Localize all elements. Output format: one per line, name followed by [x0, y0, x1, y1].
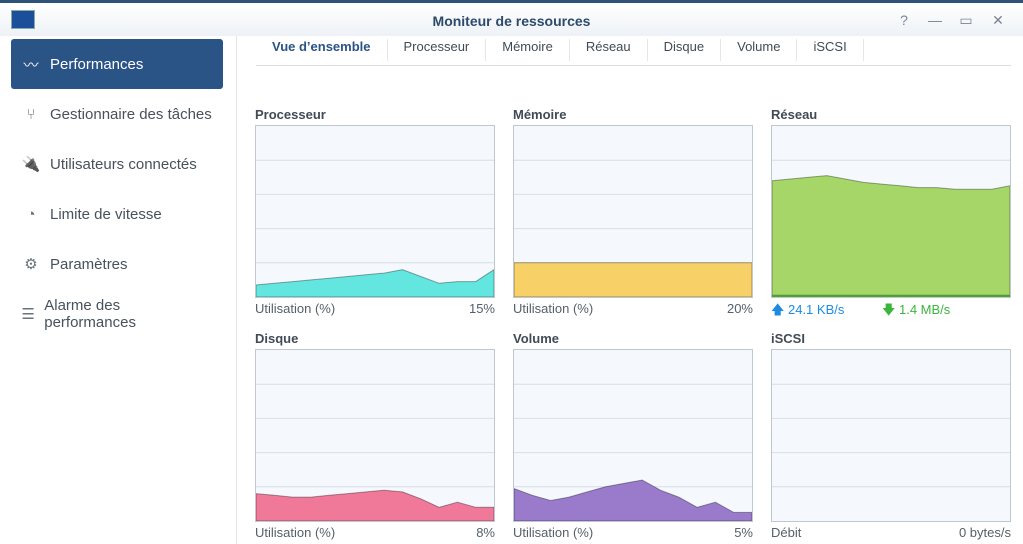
arrow-up-icon: 🡅 [771, 302, 788, 317]
disk-label: Utilisation (%) [255, 525, 336, 540]
memory-value: 20% [726, 301, 753, 316]
tab-bar: Vue d’ensemble Processeur Mémoire Réseau… [256, 36, 1011, 66]
network-chart [771, 125, 1011, 298]
network-panel[interactable]: Réseau 🡅 24.1 KB/s 🡇 1.4 MB/s [771, 107, 1011, 323]
iscsi-chart [771, 349, 1011, 522]
task-manager-icon: ⑂ [26, 105, 36, 123]
cpu-label: Utilisation (%) [255, 301, 336, 316]
sidebar-item-label: Gestionnaire des tâches [50, 105, 212, 123]
tab-network[interactable]: Réseau [570, 39, 648, 61]
tab-disk[interactable]: Disque [648, 39, 722, 61]
sidebar-item-settings[interactable]: ⚙ Paramètres [11, 239, 223, 289]
iscsi-value: 0 bytes/s [958, 525, 1011, 540]
mem-chart-svg [514, 159, 752, 297]
disk-series-utilisation [256, 489, 494, 521]
title-bar: Moniteur de ressources ? — ▭ ✕ [0, 0, 1023, 36]
sidebar-item-performance-alarm[interactable]: ☰ Alarme des performances [11, 289, 171, 339]
download-rate: 🡇 1.4 MB/s [882, 301, 950, 323]
memory-label: Utilisation (%) [513, 301, 594, 316]
mem-series-utilisation [514, 262, 752, 297]
sidebar-item-connected-users[interactable]: 🔌 Utilisateurs connectés [11, 139, 223, 189]
memory-chart [513, 125, 753, 298]
upload-rate: 🡅 24.1 KB/s [771, 301, 882, 323]
disk-value: 8% [476, 525, 495, 540]
sidebar-item-label: Alarme des performances [44, 297, 136, 331]
list-icon: ☰ [21, 306, 35, 323]
cpu-chart-svg [256, 159, 494, 297]
volume-value: 5% [734, 525, 753, 540]
sidebar-item-task-manager[interactable]: ⑂ Gestionnaire des tâches [11, 89, 223, 139]
panel-title: Réseau [771, 107, 818, 122]
performance-icon: 〰 [23, 56, 39, 74]
app-icon [11, 10, 35, 29]
sidebar-item-label: Limite de vitesse [50, 205, 162, 223]
cpu-panel[interactable]: Processeur Utilisation (%) 15% [255, 107, 495, 316]
maximize-button[interactable]: ▭ [959, 12, 973, 28]
minimize-button[interactable]: — [928, 12, 942, 28]
panel-title: Volume [513, 331, 559, 346]
net-chart-svg [772, 159, 1010, 297]
sidebar-item-label: Performances [50, 55, 144, 73]
iscsi-label: Débit [771, 525, 802, 540]
close-button[interactable]: ✕ [992, 12, 1004, 28]
tab-overview[interactable]: Vue d’ensemble [256, 39, 388, 61]
vol-chart-svg [514, 383, 752, 521]
panel-title: Disque [255, 331, 299, 346]
net-series-download [772, 175, 1010, 297]
disk-panel[interactable]: Disque Utilisation (%) 8% [255, 331, 495, 540]
net-series-upload [772, 294, 1010, 297]
volume-label: Utilisation (%) [513, 525, 594, 540]
gear-icon: ⚙ [24, 256, 38, 273]
tab-processor[interactable]: Processeur [388, 39, 487, 61]
plug-icon: 🔌 [21, 156, 41, 173]
iscsi-chart-svg [772, 383, 1010, 488]
tab-memory[interactable]: Mémoire [486, 39, 570, 61]
speedometer-icon: ◔ [26, 205, 36, 223]
arrow-down-icon: 🡇 [882, 302, 899, 317]
upload-value: 24.1 KB/s [787, 302, 845, 317]
tab-volume[interactable]: Volume [721, 39, 798, 61]
vol-series-utilisation [514, 479, 752, 521]
sidebar: 〰 Performances ⑂ Gestionnaire des tâches 🔌… [0, 36, 237, 544]
disk-chart-svg [256, 383, 494, 521]
volume-chart [513, 349, 753, 522]
iscsi-panel[interactable]: iSCSI Débit 0 bytes/s [771, 331, 1011, 540]
window-title: Moniteur de ressources [432, 13, 591, 29]
volume-panel[interactable]: Volume Utilisation (%) 5% [513, 331, 753, 540]
disk-chart [255, 349, 495, 522]
sidebar-item-speed-limit[interactable]: ◔ Limite de vitesse [11, 189, 223, 239]
panel-title: Mémoire [513, 107, 567, 122]
sidebar-item-performances[interactable]: 〰 Performances [11, 39, 223, 89]
tab-iscsi[interactable]: iSCSI [797, 39, 864, 61]
cpu-chart [255, 125, 495, 298]
download-value: 1.4 MB/s [898, 302, 951, 317]
help-button[interactable]: ? [900, 12, 908, 28]
panel-title: iSCSI [771, 331, 805, 346]
memory-panel[interactable]: Mémoire Utilisation (%) 20% [513, 107, 753, 316]
cpu-value: 15% [468, 301, 495, 316]
sidebar-item-label: Utilisateurs connectés [50, 155, 197, 173]
cpu-series-utilisation [256, 269, 494, 297]
panel-title: Processeur [255, 107, 326, 122]
sidebar-item-label: Paramètres [50, 255, 128, 273]
